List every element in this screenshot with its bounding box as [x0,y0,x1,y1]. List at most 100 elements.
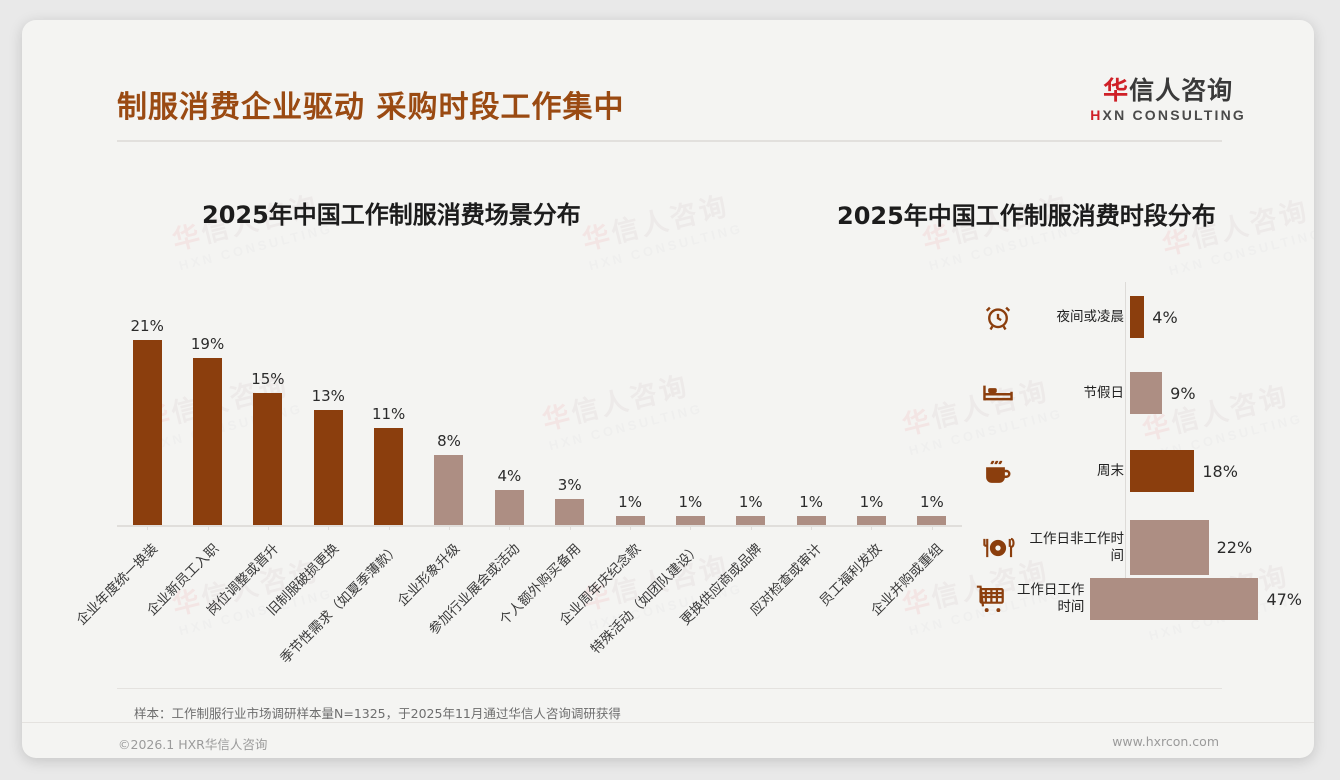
company-logo: 华信人咨询 HXN CONSULTING [1090,76,1246,123]
scenario-bar-column[interactable]: 15% [238,290,298,525]
scenario-bar[interactable] [313,410,343,525]
scenario-bar[interactable] [856,516,886,525]
timeslot-bar-value: 4% [1152,307,1178,327]
scenario-bar[interactable] [253,392,283,525]
timeslot-category-label: 工作日工作时间 [1016,582,1085,615]
website-text: www.hxrcon.com [1112,734,1219,749]
footer-bar [22,722,1314,758]
left-chart-title: 2025年中国工作制服消费场景分布 [202,201,581,229]
axis-tick [479,525,539,531]
axis-tick [238,525,298,531]
timeslot-bar[interactable] [1090,578,1259,620]
scenario-bar-column[interactable]: 11% [358,290,418,525]
timeslot-bar-value: 47% [1266,589,1302,609]
timeslot-row[interactable]: 节假日 9% [972,372,1302,414]
scenario-axis-ticks [117,525,962,531]
scenario-bar-column[interactable]: 19% [177,290,237,525]
scenario-bar[interactable] [555,498,585,525]
scenario-bar-value: 19% [190,334,225,353]
timeslot-bar-wrap: 47% [1090,578,1302,620]
axis-tick [781,525,841,531]
scenario-bar-column[interactable]: 1% [902,290,962,525]
logo-chinese-rest: 信人咨询 [1129,76,1234,105]
timeslot-row[interactable]: 夜间或凌晨 4% [972,296,1302,338]
plate-cutlery-icon [972,534,1024,562]
timeslot-bar-chart: 夜间或凌晨 4% 节假日 9% 周末 18% 工作日非工作时间 22% 工作日工作时间 47% [972,282,1302,622]
slide: 制服消费企业驱动 采购时段工作集中 华信人咨询 HXN CONSULTING 华… [22,20,1314,758]
scenario-bar-value: 21% [130,317,164,335]
timeslot-bar-value: 18% [1202,461,1238,481]
scenario-bar[interactable] [434,454,464,525]
timeslot-row[interactable]: 工作日工作时间 47% [972,578,1302,620]
axis-tick [298,525,358,531]
scenario-bar-value: 1% [859,493,884,512]
timeslot-bar-wrap: 4% [1130,296,1302,338]
timeslot-row[interactable]: 周末 18% [972,450,1302,492]
axis-tick [540,525,600,531]
axis-tick [177,525,237,531]
axis-tick [117,525,177,531]
scenario-bar-column[interactable]: 1% [781,290,841,525]
scenario-bar-column[interactable]: 1% [841,290,901,525]
axis-tick [600,525,660,531]
right-chart-title: 2025年中国工作制服消费时段分布 [837,202,1216,230]
timeslot-bar-wrap: 22% [1130,520,1302,575]
logo-english-rest: XN CONSULTING [1102,107,1246,124]
alarm-clock-icon [972,302,1024,332]
scenario-bar-value: 11% [371,405,406,424]
shopping-cart-icon [972,584,1010,614]
scenario-bar-column[interactable]: 1% [600,290,660,525]
timeslot-bar[interactable] [1130,450,1195,492]
timeslot-bar-wrap: 18% [1130,450,1302,492]
sample-footnote: 样本：工作制服行业市场调研样本量N=1325，于2025年11月通过华信人咨询调… [134,706,621,721]
scenario-category-labels: 企业年度统一换装 企业新员工入职 岗位调整或晋升 旧制服破损更换 季节性需求（如夏季薄款… [74,534,962,667]
scenario-bar[interactable] [796,516,826,525]
timeslot-category-label: 夜间或凌晨 [1056,308,1125,325]
axis-tick [660,525,720,531]
timeslot-row[interactable]: 工作日非工作时间 22% [972,520,1302,575]
scenario-bar-value: 1% [799,493,824,512]
scenario-bar-column[interactable]: 1% [660,290,720,525]
scenario-label-cell: 企业并购或重组 [868,534,962,654]
scenario-bar[interactable] [374,428,404,525]
scenario-bar[interactable] [917,516,947,525]
scenario-bar-value: 3% [557,475,582,494]
timeslot-category-label: 节假日 [1083,384,1125,401]
axis-tick [721,525,781,531]
scenario-bar[interactable] [736,516,766,525]
scenario-category-label: 企业年度统一换装 [73,540,162,629]
scenario-bar-column[interactable]: 4% [479,290,539,525]
timeslot-axis-line [1125,282,1126,617]
slide-header: 制服消费企业驱动 采购时段工作集中 华信人咨询 HXN CONSULTING [22,20,1314,144]
timeslot-bar[interactable] [1130,520,1209,575]
logo-english: HXN CONSULTING [1090,107,1246,123]
timeslot-category-label: 周末 [1097,462,1124,479]
axis-tick [902,525,962,531]
scenario-bar[interactable] [132,340,162,525]
scenario-bar-column[interactable]: 3% [540,290,600,525]
axis-tick [419,525,479,531]
scenario-bar-value: 1% [678,493,703,512]
scenario-bar-column[interactable]: 21% [117,290,177,525]
scenario-bar[interactable] [675,516,705,525]
logo-chinese-red: 华 [1103,76,1130,105]
scenario-bar-column[interactable]: 1% [721,290,781,525]
scenario-bar-value: 1% [919,493,944,512]
coffee-cup-icon [972,456,1024,486]
scenario-bar-value: 15% [251,369,285,388]
timeslot-bar-value: 9% [1170,383,1196,403]
header-divider [117,140,1222,142]
copyright-text: ©2026.1 HXR华信人咨询 [118,737,268,752]
timeslot-bar[interactable] [1130,296,1145,338]
timeslot-bar-wrap: 9% [1130,372,1302,414]
timeslot-bar-value: 22% [1216,538,1253,557]
scenario-bar[interactable] [615,516,645,525]
timeslot-bar[interactable] [1130,372,1163,414]
scenario-bar-column[interactable]: 8% [419,290,479,525]
scenario-bar-column[interactable]: 13% [298,290,358,525]
scenario-bar[interactable] [494,489,524,525]
footnote-divider [117,688,1222,689]
scenario-axis-line [117,525,962,527]
scenario-bar[interactable] [193,357,223,525]
